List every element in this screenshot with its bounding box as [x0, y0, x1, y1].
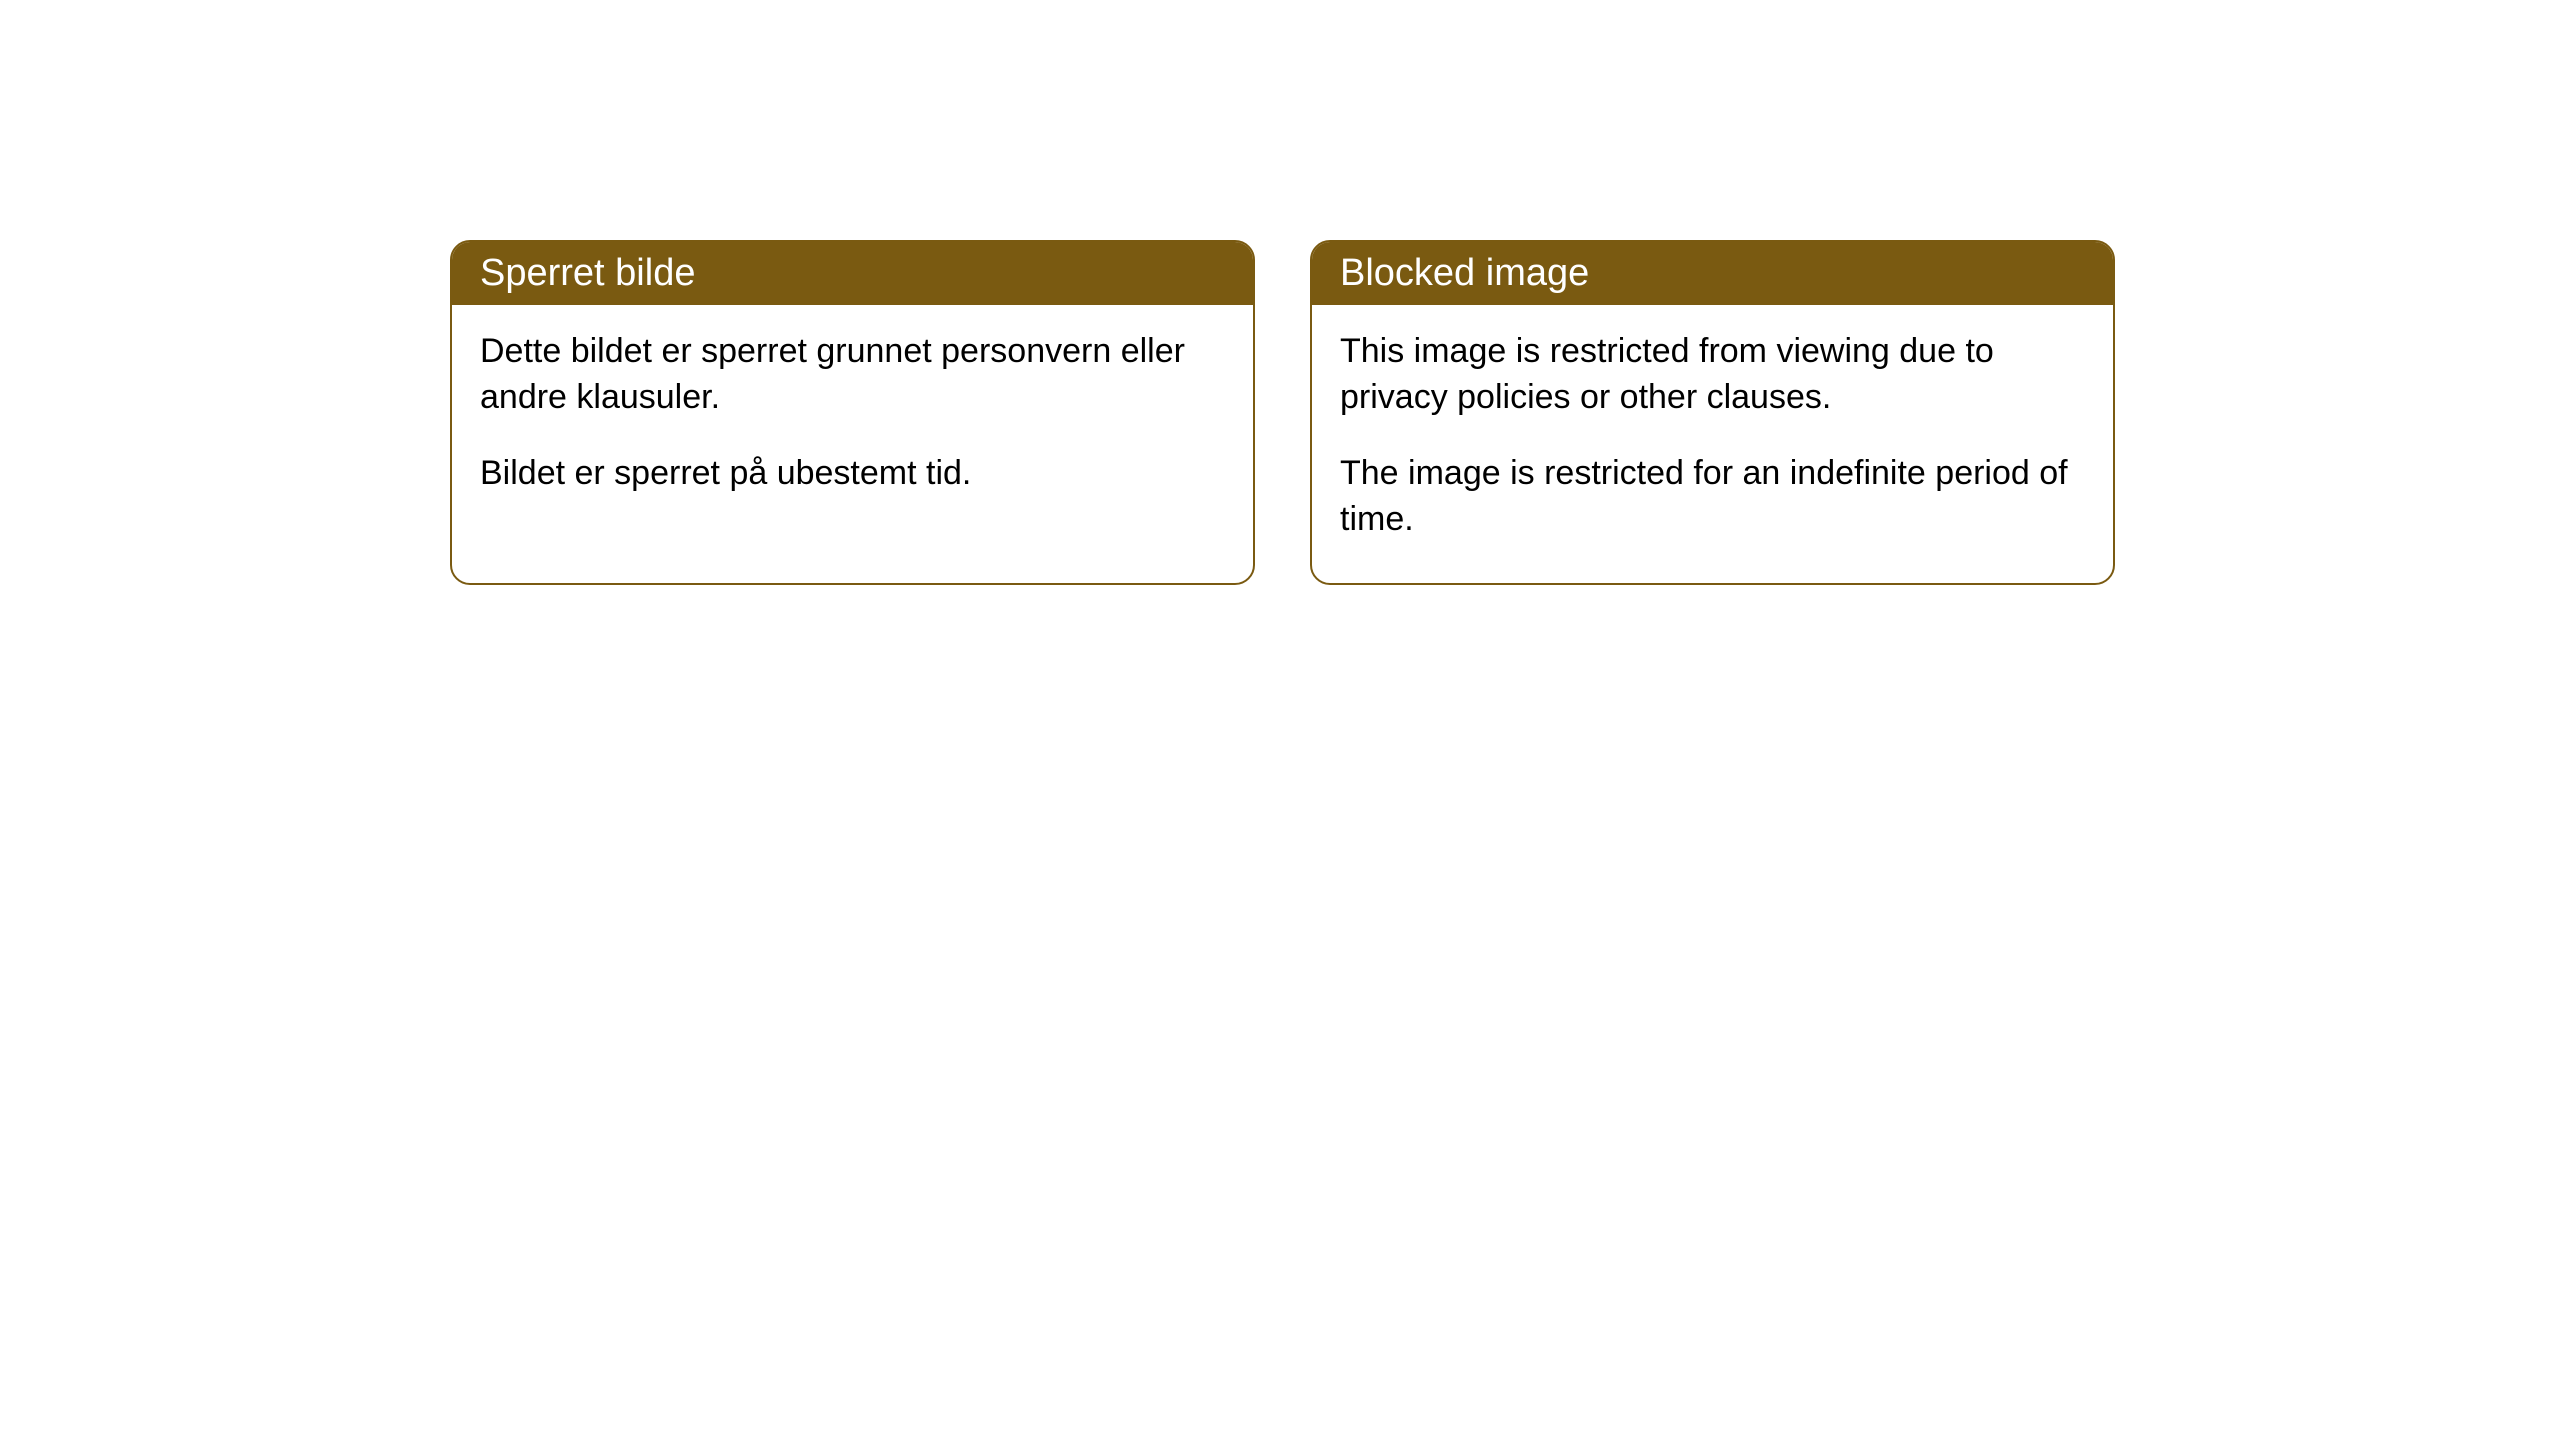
card-body: This image is restricted from viewing du… [1312, 305, 2113, 583]
card-header: Blocked image [1312, 242, 2113, 305]
card-title: Blocked image [1340, 252, 1589, 294]
card-title: Sperret bilde [480, 252, 695, 294]
notice-card-english: Blocked image This image is restricted f… [1310, 240, 2115, 585]
card-paragraph: Bildet er sperret på ubestemt tid. [480, 451, 1225, 497]
card-body: Dette bildet er sperret grunnet personve… [452, 305, 1253, 537]
notice-card-norwegian: Sperret bilde Dette bildet er sperret gr… [450, 240, 1255, 585]
card-paragraph: This image is restricted from viewing du… [1340, 329, 2085, 421]
card-header: Sperret bilde [452, 242, 1253, 305]
card-paragraph: The image is restricted for an indefinit… [1340, 451, 2085, 543]
notice-cards-container: Sperret bilde Dette bildet er sperret gr… [450, 240, 2115, 585]
card-paragraph: Dette bildet er sperret grunnet personve… [480, 329, 1225, 421]
